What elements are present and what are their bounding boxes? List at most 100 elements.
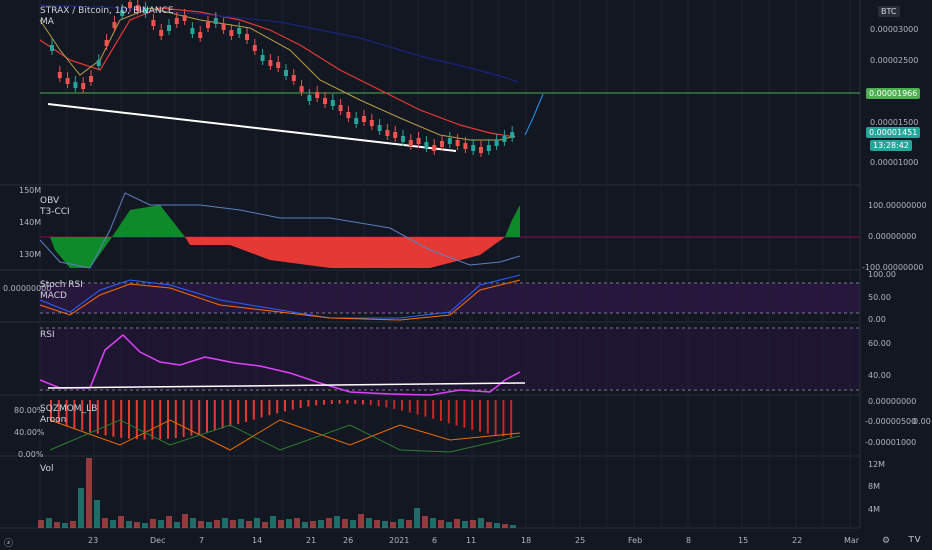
symbol-title[interactable]: STRAX / Bitcoin, 1D, BINANCE [40,6,174,16]
time-tick: 14 [252,536,263,545]
last-price-tag: 0.00001451 [866,127,921,138]
candle-body [50,45,54,51]
volume-bar [422,516,428,528]
time-tick: Feb [628,536,643,545]
price-tick-2: 0.00001500 [870,118,919,127]
candle-body [104,40,109,46]
sqzmom-legend[interactable]: SQZMOM_LB [40,404,98,414]
time-tick: Mar [844,536,860,545]
sqz-bar [291,400,294,410]
volume-bar [86,458,92,528]
volume-bar [342,519,348,528]
projection-line [524,93,544,136]
candle-body [424,142,429,148]
sqz-bar [128,400,130,439]
stochrsi-legend[interactable]: Stoch RSI [40,280,83,290]
vol-right-tick-0: 12M [868,460,886,469]
candle-body [330,100,335,106]
volume-bar [126,521,132,528]
t3cci-red-area [185,237,505,268]
t3cci-green-area [50,205,185,268]
ma-legend[interactable]: MA [40,17,54,27]
gear-icon[interactable]: ⚙ [882,536,891,546]
obv-right-tick-1: 0.00000000 [868,232,917,241]
candle-body [307,95,312,101]
sqz-bar [330,400,333,405]
volume-bar [494,523,500,528]
candle-body [120,10,125,16]
currency-badge[interactable]: BTC [878,6,900,17]
tradingview-logo-icon[interactable]: ᴛᴠ [908,532,921,545]
macd-legend[interactable]: MACD [40,291,67,301]
sqz-bar [268,400,271,416]
obv-right-tick-0: 100.00000000 [868,201,927,210]
volume-bar [510,525,516,528]
sqz-bar [221,400,224,429]
rsi-legend[interactable]: RSI [40,330,55,340]
stoch-right-tick-1: 50.00 [868,293,891,302]
sqz-bar [252,400,255,420]
volume-bar [470,520,476,528]
candle-body [362,116,366,122]
volume-bar [430,518,436,528]
vol-right-tick-2: 4M [868,505,880,514]
volume-bar [166,516,172,528]
sqz-bar [393,400,396,409]
volume-bar [254,518,260,528]
obv-left-tick-0: 150M [19,186,42,195]
volume-bar [382,521,388,528]
price-tick-0: 0.00003000 [870,25,919,34]
volume-bar [102,518,108,528]
countdown-tag: 13:28:42 [870,140,912,151]
rsi-right-tick-1: 40.00 [868,371,891,380]
candle-body [323,98,327,104]
candle-body [471,145,476,151]
volume-bar [358,514,364,528]
volume-bar [150,519,156,528]
aroon-up-line [49,419,521,451]
ma-olive-line [39,7,516,141]
volume-bar [62,523,68,528]
aroon-left-tick-1: 40.00% [14,428,45,437]
candle-body [221,24,226,30]
volume-bar [486,522,492,528]
volume-bar [238,519,244,528]
candle-body [479,147,483,153]
volume-bar [366,518,372,528]
volume-bar [158,520,164,528]
time-tick: 15 [738,536,749,545]
sqz-right-tick-2: -0.00001000 [865,438,917,447]
candle-body [206,22,210,28]
zoom-icon[interactable]: ⓩ [4,539,14,549]
candle-body [377,125,382,131]
volume-bar [414,508,420,528]
rsi-band [40,328,860,390]
obv-left-tick-2: 130M [19,250,42,259]
sqz-bar [362,400,364,405]
volume-bar [262,522,268,528]
t3cci-legend[interactable]: T3-CCI [40,207,70,217]
candle-body [385,130,390,136]
volume-bar [182,514,188,528]
sqz-bar [338,400,341,404]
volume-bar [54,522,60,528]
volume-bar [278,520,284,528]
obv-legend[interactable]: OBV [40,196,60,206]
time-tick: Dec [150,536,166,545]
vol-legend[interactable]: Vol [40,464,54,474]
sqz-bar [245,400,247,422]
volume-bar [142,523,148,528]
volume-bar [502,524,508,528]
aroon-legend[interactable]: Aroon [40,415,67,425]
time-tick: 7 [199,536,205,545]
time-tick: 22 [792,536,803,545]
candle-body [416,138,421,144]
obv-left-tick-1: 140M [19,218,42,227]
sqz-bar [174,400,177,438]
volume-bar [38,520,44,528]
aroon-left-tick-0: 80.00% [14,406,45,415]
sqz-bar [237,400,240,425]
candle-body [408,140,413,146]
aroon-down-line [49,419,521,453]
